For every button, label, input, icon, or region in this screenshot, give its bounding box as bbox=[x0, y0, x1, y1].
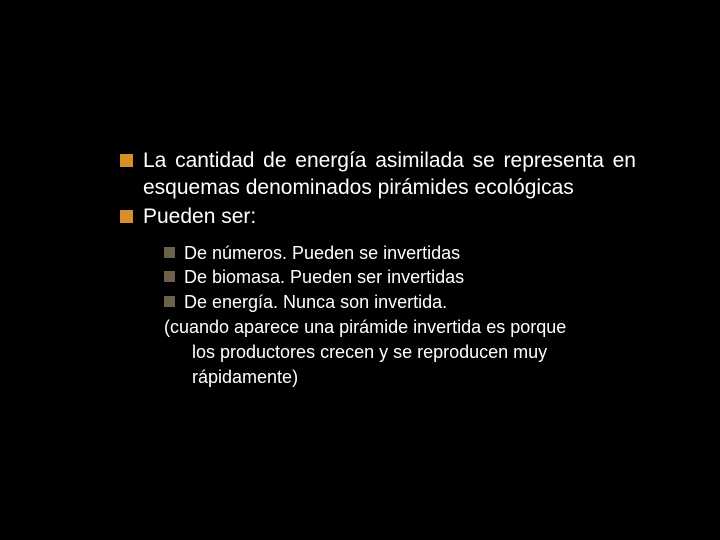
bullet-item-l1: La cantidad de energía asimilada se repr… bbox=[120, 148, 636, 202]
bullet-text-l2: De biomasa. Pueden ser invertidas bbox=[184, 265, 464, 290]
bullet-item-l2: De biomasa. Pueden ser invertidas bbox=[164, 265, 636, 290]
square-bullet-icon bbox=[164, 247, 175, 258]
square-bullet-icon bbox=[164, 271, 175, 282]
slide: La cantidad de energía asimilada se repr… bbox=[0, 0, 720, 540]
square-bullet-icon bbox=[120, 210, 133, 223]
bullet-text-l2: De energía. Nunca son invertida. bbox=[184, 290, 447, 315]
bullet-text-l1: La cantidad de energía asimilada se repr… bbox=[143, 148, 636, 202]
sublist: De números. Pueden se invertidas De biom… bbox=[164, 241, 636, 390]
bullet-item-l2: De números. Pueden se invertidas bbox=[164, 241, 636, 266]
bullet-text-l1: Pueden ser: bbox=[143, 204, 636, 231]
square-bullet-icon bbox=[164, 296, 175, 307]
bullet-item-l1: Pueden ser: bbox=[120, 204, 636, 231]
note-text-line1: (cuando aparece una pirámide invertida e… bbox=[164, 315, 636, 340]
bullet-text-l2: De números. Pueden se invertidas bbox=[184, 241, 460, 266]
note-text-line2: los productores crecen y se reproducen m… bbox=[164, 340, 636, 390]
bullet-item-l2: De energía. Nunca son invertida. bbox=[164, 290, 636, 315]
square-bullet-icon bbox=[120, 154, 133, 167]
